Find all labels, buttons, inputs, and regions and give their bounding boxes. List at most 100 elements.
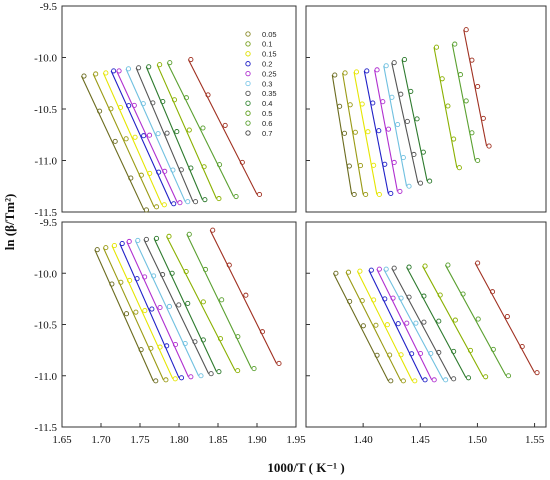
x-axis-title: 1000/T ( K⁻¹ ): [267, 460, 344, 475]
data-point: [486, 143, 492, 149]
data-point: [445, 262, 451, 268]
y-tick-label: -10.0: [34, 268, 57, 280]
fit-line: [451, 44, 476, 161]
data-point: [347, 298, 353, 304]
series-8: [153, 235, 222, 375]
x-tick-label: 1.50: [468, 434, 488, 446]
legend-label: 0.7: [262, 129, 272, 138]
data-point: [81, 73, 87, 79]
data-point: [192, 199, 199, 205]
data-point: [398, 295, 404, 301]
data-point: [421, 293, 427, 299]
data-point: [451, 376, 457, 382]
data-point: [251, 366, 257, 372]
data-point: [467, 347, 474, 353]
data-point: [149, 306, 155, 312]
panel-frame: [305, 5, 547, 213]
data-point: [164, 343, 170, 349]
data-point: [160, 272, 166, 278]
data-point: [171, 201, 177, 207]
data-point: [413, 320, 419, 326]
series-3: [353, 69, 382, 198]
fit-line: [119, 243, 180, 379]
legend-marker: [245, 120, 251, 126]
data-point: [382, 296, 388, 302]
data-point: [132, 134, 138, 140]
data-point: [371, 297, 377, 303]
data-point: [183, 268, 189, 275]
series-11: [209, 227, 282, 367]
y-tick-label: -11.0: [34, 371, 57, 383]
data-point: [142, 274, 148, 280]
data-point: [383, 266, 389, 272]
data-point: [134, 276, 140, 282]
data-point: [374, 352, 380, 358]
data-point: [397, 188, 403, 194]
data-point: [436, 349, 442, 356]
x-tick-label: 1.85: [208, 434, 228, 446]
fit-line: [135, 67, 194, 202]
data-point: [400, 378, 406, 384]
data-point: [185, 199, 191, 205]
y-tick-label: -11.5: [34, 207, 57, 219]
x-tick-label: 1.40: [354, 434, 374, 446]
legend-label: 0.35: [262, 89, 277, 98]
fit-line: [126, 241, 189, 378]
data-point: [371, 162, 377, 168]
data-point: [210, 227, 216, 233]
data-point: [200, 299, 206, 305]
data-point: [117, 104, 124, 111]
data-point: [352, 129, 358, 135]
series-6: [383, 266, 449, 383]
series-5: [376, 266, 437, 383]
data-point: [357, 268, 363, 274]
fit-line: [134, 240, 199, 376]
fit-line: [331, 74, 353, 195]
data-point: [347, 102, 353, 108]
data-point: [422, 377, 428, 383]
data-point: [391, 159, 397, 166]
fit-line: [332, 273, 389, 382]
legend-label: 0.3: [262, 79, 272, 88]
series-10: [166, 60, 239, 200]
data-point: [504, 313, 510, 320]
data-point: [427, 178, 433, 184]
data-point: [216, 196, 222, 202]
data-point: [142, 308, 148, 314]
series-2: [102, 245, 169, 383]
legend-marker: [245, 41, 251, 47]
data-point: [408, 88, 414, 94]
data-point: [157, 344, 163, 350]
data-point: [351, 191, 357, 198]
y-tick-label: -11.0: [34, 156, 57, 168]
data-point: [103, 70, 109, 76]
data-point: [201, 164, 207, 170]
data-point: [235, 334, 241, 340]
legend-marker: [245, 31, 251, 37]
series-5: [116, 68, 183, 206]
fit-line: [433, 47, 458, 168]
data-point: [398, 352, 404, 358]
data-point: [216, 162, 223, 168]
data-point: [119, 240, 125, 247]
data-point: [239, 159, 245, 165]
data-point: [186, 127, 192, 133]
data-point: [111, 68, 117, 74]
data-point: [417, 180, 424, 186]
fit-line: [166, 236, 236, 371]
data-point: [112, 138, 118, 144]
data-point: [365, 129, 371, 135]
series-4: [368, 267, 428, 383]
data-point: [390, 295, 396, 301]
legend-marker: [245, 130, 251, 136]
data-point: [489, 289, 496, 295]
fit-line: [391, 267, 452, 380]
data-point: [469, 130, 475, 136]
data-point: [123, 311, 130, 317]
fit-line: [342, 72, 364, 195]
data-point: [188, 374, 194, 380]
data-point: [342, 70, 348, 76]
panel-top-left: -9.5 -10.0 -10.5 -11.0 -11.5: [34, 1, 297, 219]
data-point: [376, 128, 382, 134]
legend-marker: [245, 51, 251, 57]
